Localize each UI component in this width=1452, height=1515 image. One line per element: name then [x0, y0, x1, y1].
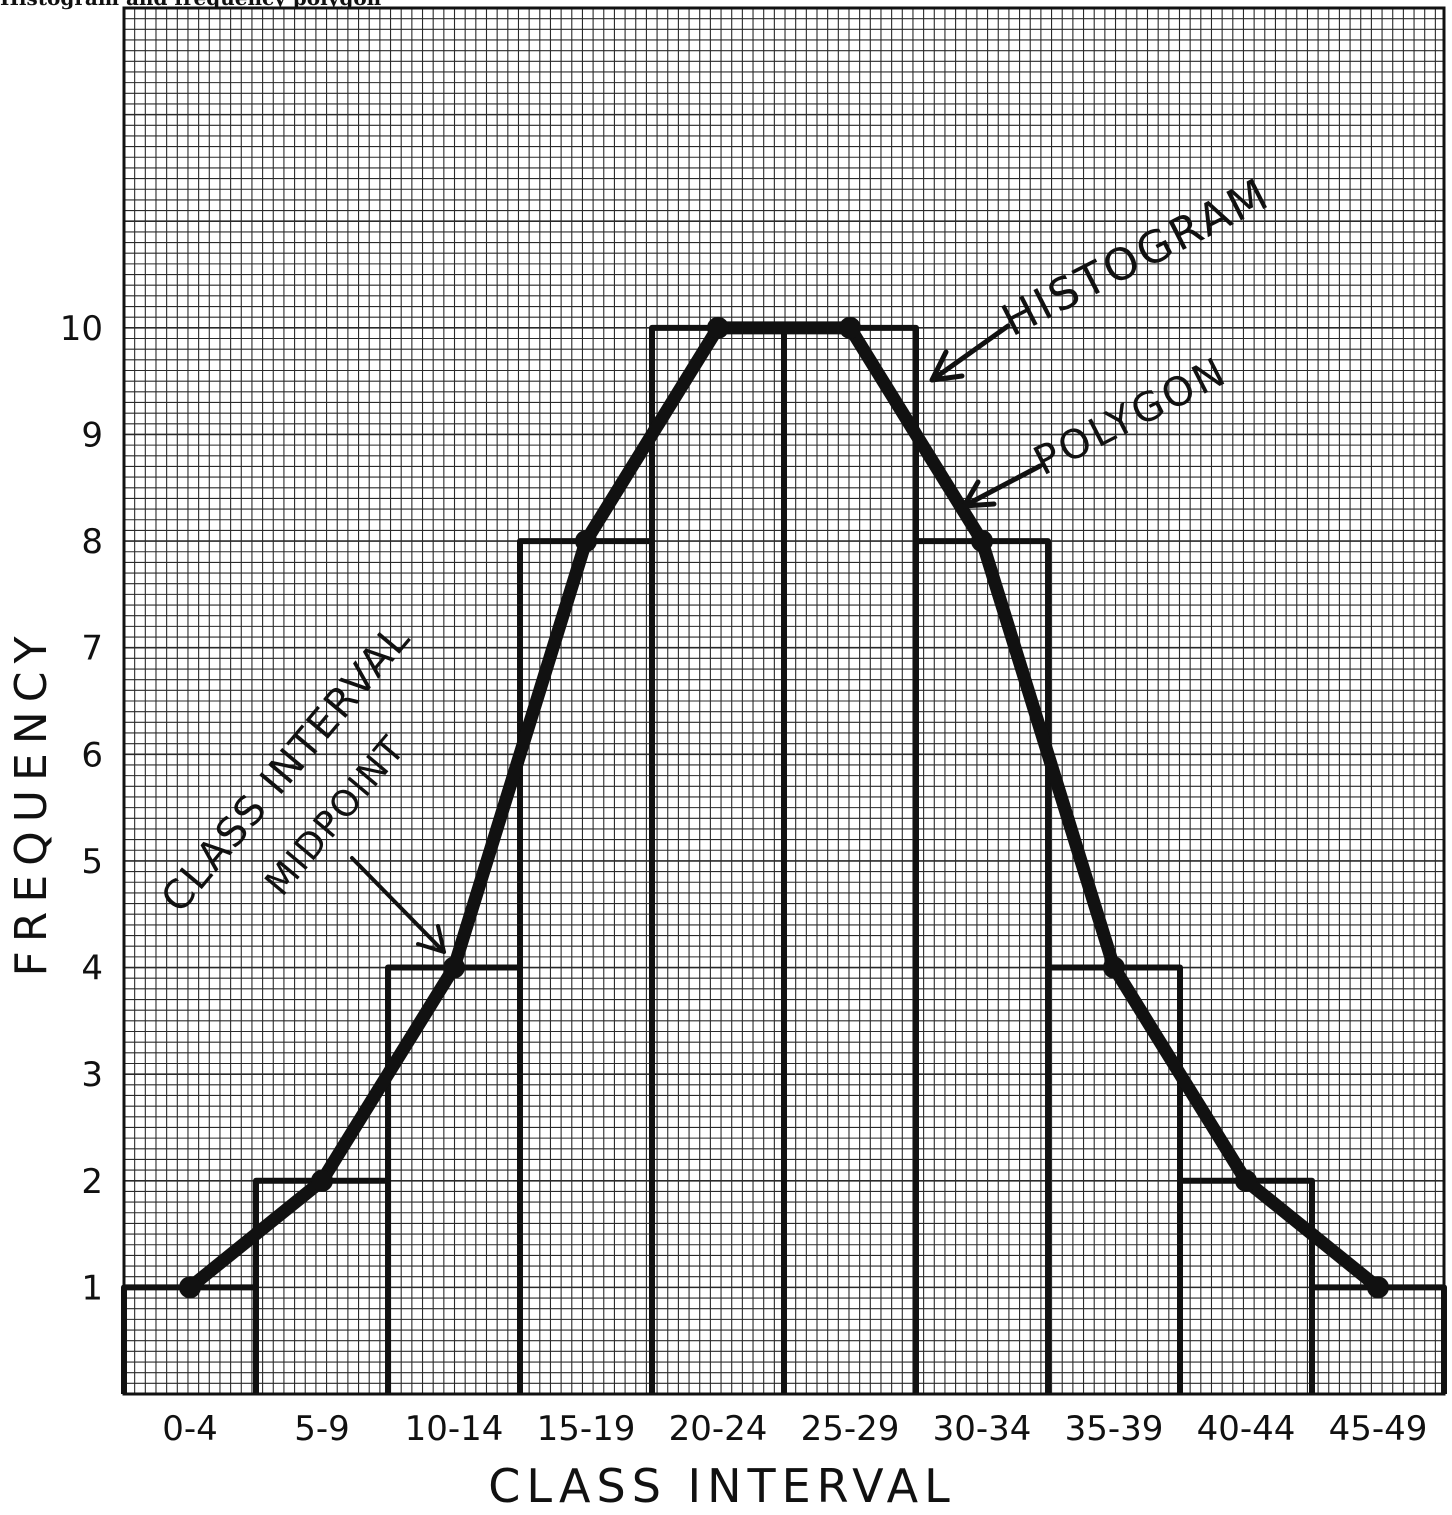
- polygon-point-10-14: [443, 956, 465, 979]
- x-tick-labels: 0-4 5-9 10-14 15-19 20-24 25-29 30-34 35-39 40-4…: [162, 1409, 1427, 1449]
- y-tick-label: 7: [81, 629, 103, 669]
- y-tick-label: 2: [81, 1162, 103, 1202]
- frequency-polygon: [179, 316, 1389, 1299]
- y-tick-label: 9: [81, 415, 103, 455]
- polygon-point-40-44: [1235, 1169, 1257, 1192]
- x-axis-label: CLASS INTERVAL: [488, 1459, 956, 1513]
- polygon-point-25-29: [839, 316, 861, 339]
- y-tick-label: 4: [81, 949, 103, 989]
- y-tick-labels: 1 2 3 4 5 6 7 8 9 10: [60, 309, 103, 1309]
- x-tick-label: 25-29: [801, 1409, 900, 1449]
- y-tick-label: 5: [81, 842, 103, 882]
- polygon-arrow: [961, 463, 1043, 509]
- polygon-point-15-19: [575, 530, 597, 553]
- polygon-annotation: POLYGON: [961, 348, 1235, 509]
- polygon-annotation-label: POLYGON: [1027, 348, 1235, 485]
- midpoint-annotation: CLASS INTERVAL MIDPOINT: [152, 615, 446, 954]
- polygon-point-35-39: [1103, 956, 1125, 979]
- x-tick-label: 30-34: [933, 1409, 1032, 1449]
- polygon-point-0-4: [179, 1276, 201, 1299]
- x-tick-label: 35-39: [1065, 1409, 1164, 1449]
- x-tick-label: 15-19: [537, 1409, 636, 1449]
- polygon-line: [183, 321, 1385, 1294]
- histogram-annotation-label: HISTOGRAM: [994, 168, 1279, 347]
- x-tick-label: 0-4: [162, 1409, 218, 1449]
- polygon-point-5-9: [311, 1169, 333, 1192]
- polygon-point-20-24: [707, 316, 729, 339]
- y-tick-label: 8: [81, 522, 103, 562]
- x-tick-label: 45-49: [1329, 1409, 1428, 1449]
- y-tick-label: 6: [81, 735, 103, 775]
- polygon-point-45-49: [1367, 1276, 1389, 1299]
- x-tick-label: 40-44: [1197, 1409, 1296, 1449]
- y-tick-label: 10: [60, 309, 103, 349]
- histogram-arrow: [929, 323, 1011, 383]
- figure-caption: Histogram and frequency polygon: [0, 0, 381, 10]
- x-tick-label: 5-9: [294, 1409, 350, 1449]
- x-tick-label: 10-14: [405, 1409, 504, 1449]
- midpoint-arrow: [350, 856, 446, 954]
- y-axis-label: FREQUENCY: [6, 627, 57, 976]
- y-tick-label: 3: [81, 1055, 103, 1095]
- polygon-point-30-34: [971, 530, 993, 553]
- x-tick-label: 20-24: [669, 1409, 768, 1449]
- y-tick-label: 1: [81, 1268, 103, 1308]
